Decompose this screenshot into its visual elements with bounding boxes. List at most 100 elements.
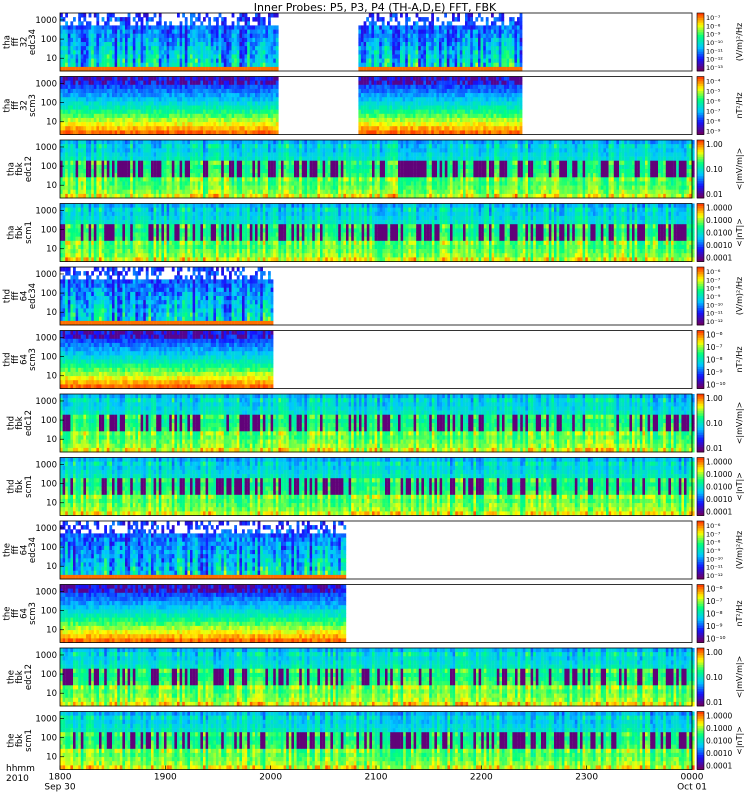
spectrogram-cell [102, 50, 105, 55]
spectrogram-cell [182, 50, 185, 55]
spectrogram-cell [268, 59, 271, 64]
spectrogram-cell [234, 50, 237, 55]
spectrogram-cell [146, 42, 149, 47]
spectrogram-cell [180, 46, 183, 51]
spectrogram-cell [185, 59, 188, 64]
spectrogram-cell [115, 30, 118, 34]
spectrogram-cell [242, 30, 245, 34]
spectrogram-cell [185, 38, 188, 43]
spectrogram-cell [146, 63, 149, 67]
spectrogram-cell [229, 25, 232, 30]
spectrogram-cell [63, 30, 66, 34]
spectrogram-cell [109, 38, 112, 43]
spectrogram-cell [156, 42, 159, 47]
spectrogram-cell [148, 17, 151, 22]
spectrogram-cell [172, 34, 175, 39]
spectrogram-cell [234, 54, 237, 59]
spectrogram-cell [167, 30, 170, 34]
spectrogram-cell [252, 54, 255, 59]
spectrogram-cell [203, 59, 206, 64]
spectrogram-cell [112, 38, 115, 43]
spectrogram-cell [117, 34, 120, 39]
spectrogram-cell [102, 59, 105, 64]
spectrogram-cell [86, 50, 89, 55]
spectrogram-cell [258, 38, 261, 43]
spectrogram-cell [83, 46, 86, 51]
spectrogram-cell [161, 34, 164, 39]
spectrogram-cell [156, 59, 159, 64]
spectrogram-cell [83, 25, 86, 30]
spectrogram-cell [102, 63, 105, 67]
spectrogram-cell [213, 42, 216, 47]
spectrogram-cell [200, 46, 203, 51]
spectrogram-cell [143, 13, 146, 18]
spectrogram-cell [167, 42, 170, 47]
spectrogram-cell [263, 63, 266, 67]
spectrogram-cell [104, 42, 107, 47]
spectrogram-cell [211, 63, 214, 67]
spectrogram-cell [68, 34, 71, 39]
spectrogram-cell [237, 46, 240, 51]
spectrogram-cell [190, 38, 193, 43]
spectrogram-cell [252, 42, 255, 47]
spectrogram-cell [120, 17, 123, 22]
spectrogram-cell [130, 25, 133, 30]
spectrogram-cell [174, 46, 177, 51]
spectrogram-cell [107, 30, 110, 34]
spectrogram-cell [265, 54, 268, 59]
spectrogram-cell [120, 46, 123, 51]
spectrogram-cell [135, 59, 138, 64]
spectrogram-cell [109, 59, 112, 64]
spectrogram-cell [133, 63, 136, 67]
spectrogram-cell [154, 30, 157, 34]
spectrogram-cell [76, 25, 79, 30]
spectrogram-cell [143, 54, 146, 59]
spectrogram-cell [255, 59, 258, 64]
spectrogram-cell [258, 54, 261, 59]
spectrogram-cell [109, 54, 112, 59]
spectrogram-cell [187, 25, 190, 30]
spectrogram-cell [89, 42, 92, 47]
spectrogram-cell [263, 50, 266, 55]
spectrogram-cell [63, 34, 66, 39]
spectrogram-cell [229, 38, 232, 43]
spectrogram-cell [60, 25, 63, 30]
spectrogram-cell [135, 34, 138, 39]
spectrogram-cell [219, 34, 222, 39]
spectrogram-cell [104, 50, 107, 55]
spectrogram-cell [148, 42, 151, 47]
spectrogram-cell [94, 59, 97, 64]
spectrogram-cell [107, 38, 110, 43]
plot-title: Inner Probes: P5, P3, P4 (TH-A,D,E) FFT,… [254, 1, 497, 14]
spectrogram-cell [242, 63, 245, 67]
spectrogram-cell [120, 54, 123, 59]
spectrogram-cell [258, 21, 261, 26]
spectrogram-cell [107, 34, 110, 39]
spectrogram-cell [102, 25, 105, 30]
spectrogram-cell [219, 46, 222, 51]
spectrogram-cell [128, 34, 131, 39]
spectrogram-cell [174, 30, 177, 34]
spectrogram-cell [159, 59, 162, 64]
spectrogram-cell [208, 30, 211, 34]
spectrogram-cell [68, 54, 71, 59]
spectrogram-cell [125, 34, 128, 39]
spectrogram-cell [258, 30, 261, 34]
spectrogram-cell [255, 25, 258, 30]
spectrogram-cell [161, 25, 164, 30]
spectrogram-cell [229, 34, 232, 39]
spectrogram-cell [247, 17, 250, 22]
spectrogram-cell [221, 54, 224, 59]
spectrogram-cell [94, 13, 97, 18]
spectrogram-cell [151, 30, 154, 34]
spectrogram-cell [177, 54, 180, 59]
spectrogram-cell [200, 34, 203, 39]
spectrogram-cell [96, 38, 99, 43]
spectrogram-cell [247, 54, 250, 59]
spectrogram-cell [219, 13, 222, 18]
spectrogram-cell [260, 21, 263, 26]
spectrogram-cell [206, 46, 209, 51]
spectrogram-cell [159, 13, 162, 18]
spectrogram-cell [89, 38, 92, 43]
spectrogram-cell [206, 50, 209, 55]
